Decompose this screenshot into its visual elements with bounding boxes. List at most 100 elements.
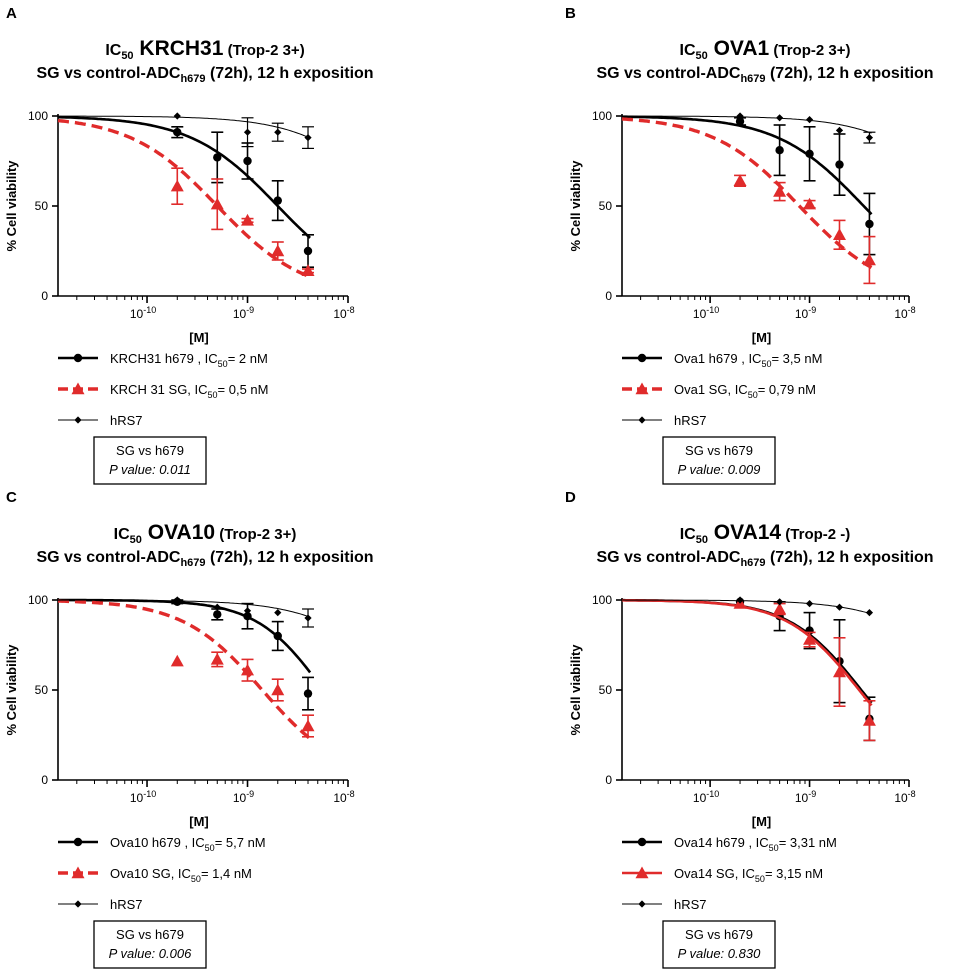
legend-item: hRS7 [58, 413, 143, 428]
stat-box-comparison: SG vs h679 [685, 927, 753, 942]
stat-box-p-value: P value: 0.006 [109, 946, 192, 961]
panel-c: C IC50 OVA10 (Trop-2 3+) SG vs control-ADC… [4, 489, 374, 969]
legend-marker [74, 900, 82, 908]
fit-curve [621, 117, 873, 269]
series-hrs7 [58, 112, 315, 149]
legend-item: Ova1 h679 , IC50= 3,5 nM [622, 351, 822, 369]
legend-label: Ova1 h679 , IC50= 3,5 nM [674, 351, 822, 369]
data-point [835, 603, 844, 611]
legend-item: Ova10 h679 , IC50= 5,7 nM [58, 835, 266, 853]
legend-marker [74, 416, 82, 424]
fit-curve [58, 598, 312, 674]
stat-box-comparison: SG vs h679 [685, 443, 753, 458]
stat-box: SG vs h679 P value: 0.830 [662, 920, 776, 969]
data-point [173, 128, 182, 137]
stat-box-p-value: P value: 0.830 [678, 946, 761, 961]
series-ova1-h679 [622, 115, 876, 256]
data-point [210, 197, 224, 210]
legend-marker [71, 382, 85, 395]
data-point [274, 128, 282, 136]
y-tick-label: 50 [35, 199, 49, 213]
fit-curve [57, 118, 311, 279]
data-point [243, 128, 252, 136]
data-point [773, 602, 787, 615]
data-point [865, 609, 874, 617]
data-point [210, 652, 224, 665]
chart-subtitle: SG vs control-ADCh679 (72h), 12 h exposi… [36, 65, 373, 85]
data-point [173, 112, 181, 120]
legend-item: KRCH31 h679 , IC50= 2 nM [58, 351, 268, 369]
legend-item: Ova1 SG, IC50= 0,79 nM [622, 382, 816, 400]
data-point [775, 146, 784, 155]
legend-item: Ova10 SG, IC50= 1,4 nM [58, 866, 252, 884]
stat-box-p-value: P value: 0.011 [109, 462, 191, 477]
y-axis-title: % Cell viability [568, 160, 583, 252]
legend-item: KRCH 31 SG, IC50= 0,5 nM [58, 382, 269, 400]
x-axis-title: [M] [752, 814, 772, 829]
legend-marker [73, 353, 83, 363]
data-point [301, 264, 315, 276]
legend-item: hRS7 [58, 897, 143, 912]
data-point [170, 654, 184, 667]
y-axis-title: % Cell viability [4, 644, 19, 736]
data-point [241, 213, 255, 226]
data-point [303, 246, 313, 256]
data-point [173, 596, 181, 604]
panel-letter: A [6, 5, 17, 22]
x-tick-label: 10-10 [130, 305, 156, 321]
fit-curve [58, 115, 311, 239]
legend-marker [73, 837, 83, 847]
axes: 0 50 100 10-10 10-9 10-8 % Cell viability [M] [568, 593, 916, 829]
stat-box-comparison: SG vs h679 [116, 443, 184, 458]
data-point [776, 114, 784, 122]
data-point [835, 160, 844, 169]
data-point [241, 663, 255, 676]
x-tick-label: 10-8 [333, 305, 354, 321]
panel-letter: D [565, 489, 576, 506]
data-point [303, 689, 313, 698]
legend-marker [637, 837, 647, 847]
chart-subtitle: SG vs control-ADCh679 (72h), 12 h exposi… [36, 549, 373, 569]
series-krch-31-sg [57, 118, 315, 279]
fit-curve [58, 115, 311, 139]
panel-b: B IC50 OVA1 (Trop-2 3+) SG vs control-ADCh… [565, 5, 934, 485]
data-point [735, 117, 745, 126]
data-point [832, 228, 846, 240]
data-point [803, 633, 817, 645]
data-point [835, 126, 844, 134]
legend-marker [637, 353, 647, 363]
y-tick-label: 0 [605, 773, 612, 787]
series-hrs7 [58, 596, 315, 628]
panel-a: A IC50 KRCH31 (Trop-2 3+) SG vs control-AD… [4, 5, 374, 485]
fit-curve [622, 598, 873, 704]
fit-curve [57, 599, 312, 740]
legend-marker [635, 866, 649, 879]
stat-box: SG vs h679 P value: 0.011 [93, 436, 207, 485]
y-tick-label: 0 [605, 289, 612, 303]
legend-label: hRS7 [674, 897, 707, 912]
series-krch31-h679 [58, 115, 315, 269]
x-axis-title: [M] [752, 330, 772, 345]
y-tick-label: 50 [599, 683, 613, 697]
x-axis-title: [M] [189, 814, 209, 829]
data-point [271, 244, 285, 257]
legend-label: Ova10 SG, IC50= 1,4 nM [110, 866, 252, 884]
stat-box-p-value: P value: 0.009 [678, 462, 761, 477]
data-point [862, 253, 876, 266]
legend-label: hRS7 [674, 413, 707, 428]
axes: 0 50 100 10-10 10-9 10-8 % Cell viability [M] [4, 109, 355, 345]
legend-label: Ova10 h679 , IC50= 5,7 nM [110, 835, 266, 853]
series-ova14-sg [621, 597, 876, 742]
stat-box: SG vs h679 P value: 0.009 [662, 436, 776, 485]
data-point [304, 134, 312, 142]
data-point [243, 612, 252, 621]
y-axis-title: % Cell viability [4, 160, 19, 252]
data-point [243, 156, 252, 166]
data-point [170, 179, 184, 192]
fit-curve [622, 115, 872, 134]
legend-label: Ova1 SG, IC50= 0,79 nM [674, 382, 816, 400]
y-tick-label: 100 [592, 109, 612, 123]
y-tick-label: 0 [41, 289, 48, 303]
fit-curve [621, 598, 873, 707]
